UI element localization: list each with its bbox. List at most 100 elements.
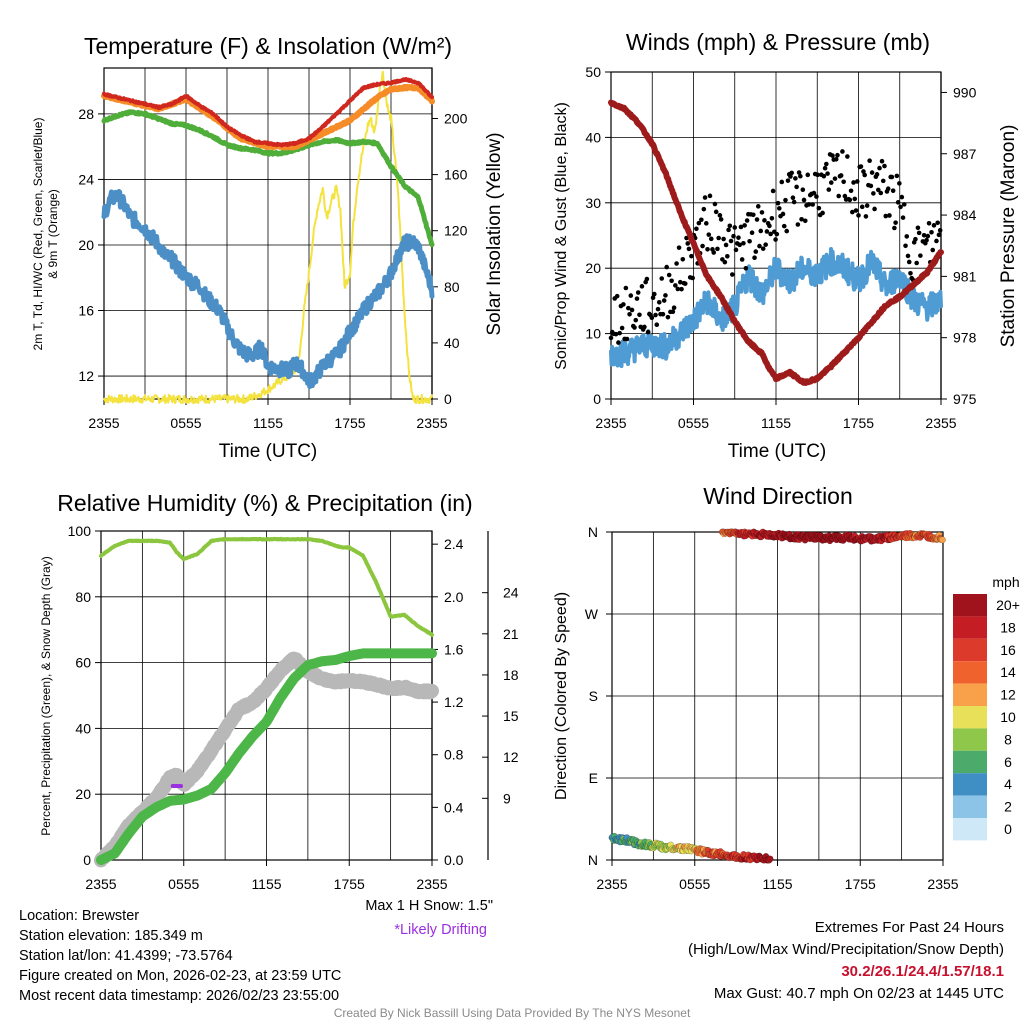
colorbar-label: 2 [1004,799,1012,815]
x-tick-label: 2355 [925,415,956,431]
gust-point [666,272,672,278]
y-tick-label: 12 [78,368,94,384]
y-tick-label: E [589,770,598,786]
gust-point [764,229,770,234]
gust-point [913,236,918,242]
gust-point [758,228,764,234]
x-tick-label: 1755 [334,415,365,431]
gust-point [732,225,738,230]
gust-point [872,206,877,212]
series-direction-points [718,528,946,545]
gust-point [916,230,922,236]
y3-axis-tick-label: 15 [503,708,519,724]
extremes-subtitle: (High/Low/Max Wind/Precipitation/Snow De… [688,941,1004,958]
gust-point [825,171,830,176]
gust-point [862,172,867,178]
gust-point [906,259,912,265]
gust-point [713,209,719,215]
gust-point [867,158,872,164]
gust-point [753,249,759,254]
series-solar-line [103,70,433,405]
gust-point [760,246,766,251]
y2-axis-tick-label: 990 [953,84,977,100]
gust-point [769,215,775,221]
gust-point [755,204,761,209]
gust-point [676,245,682,250]
extremes-box: Extremes For Past 24 Hours (High/Low/Max… [688,917,1004,1005]
colorbar-swatch [953,616,987,639]
gust-point [608,335,614,341]
gust-point [858,164,864,169]
y2-axis-tick-label: 200 [444,110,468,126]
gust-point [806,202,812,207]
gust-point [733,247,739,253]
gust-point [694,226,699,232]
gust-point [832,176,838,181]
gust-point [716,235,721,241]
gust-point [864,203,870,208]
gust-point [654,322,660,327]
chart-title: Temperature (F) & Insolation (W/m²) [84,33,452,59]
gust-point [696,220,702,226]
y-tick-label: N [588,852,598,868]
gust-point [876,187,881,193]
max-gust: Max Gust: 40.7 mph On 02/23 at 1445 UTC [713,985,1004,1002]
colorbar-swatch [953,773,987,796]
gust-point [800,187,806,193]
gust-point [663,293,668,298]
gust-point [632,325,637,330]
gust-point [639,284,645,289]
gust-point [725,254,730,259]
gust-point [722,259,728,265]
gust-point [664,264,669,270]
gust-point [859,204,865,210]
series-pressure-line [608,99,944,386]
gust-point [634,296,640,301]
x-tick-label: 2355 [596,876,627,892]
gust-point [785,178,791,183]
gust-point [878,190,884,196]
colorbar-label: 16 [1000,642,1016,658]
gust-point [783,197,788,203]
gust-point [850,209,855,215]
gust-point [894,173,900,179]
y2-axis-label: Solar Insolation (Yellow) [484,132,505,335]
x-tick-label: 1755 [334,876,365,892]
gust-point [686,246,692,252]
gust-point [802,218,808,224]
gust-point [777,206,782,211]
series-gust-points [608,149,943,345]
direction-point [766,855,774,863]
y-tick-label: S [589,688,598,704]
gust-point [731,233,736,239]
series-precip-line [96,648,437,865]
y-tick-label: 40 [75,720,91,736]
y-axis-label: & 9m T (Orange) [46,189,60,279]
gust-point [810,202,816,207]
gust-point [781,223,787,229]
station-location: Location: Brewster [19,908,140,924]
gust-point [811,190,817,196]
gust-point [789,170,794,176]
colorbar-swatch [953,594,987,617]
gust-point [738,224,744,230]
gust-point [893,220,898,225]
gust-point [926,221,932,226]
gust-point [900,215,906,220]
gust-point [723,242,729,248]
y-tick-label: 100 [68,523,92,539]
figure-created: Figure created on Mon, 2026-02-23, at 23… [19,968,342,984]
gust-point [885,186,891,192]
gust-point [779,179,785,185]
series-2m-temp-line [102,77,434,148]
gust-point [652,291,657,297]
gust-point [702,195,708,200]
y-tick-label: 50 [585,64,601,80]
gust-point [863,214,869,219]
series-snow-depth-line [94,651,439,868]
y3-axis-tick-label: 24 [503,585,519,601]
colorbar-label: 12 [1000,687,1016,703]
y-tick-label: N [588,524,598,540]
gust-point [685,241,691,246]
